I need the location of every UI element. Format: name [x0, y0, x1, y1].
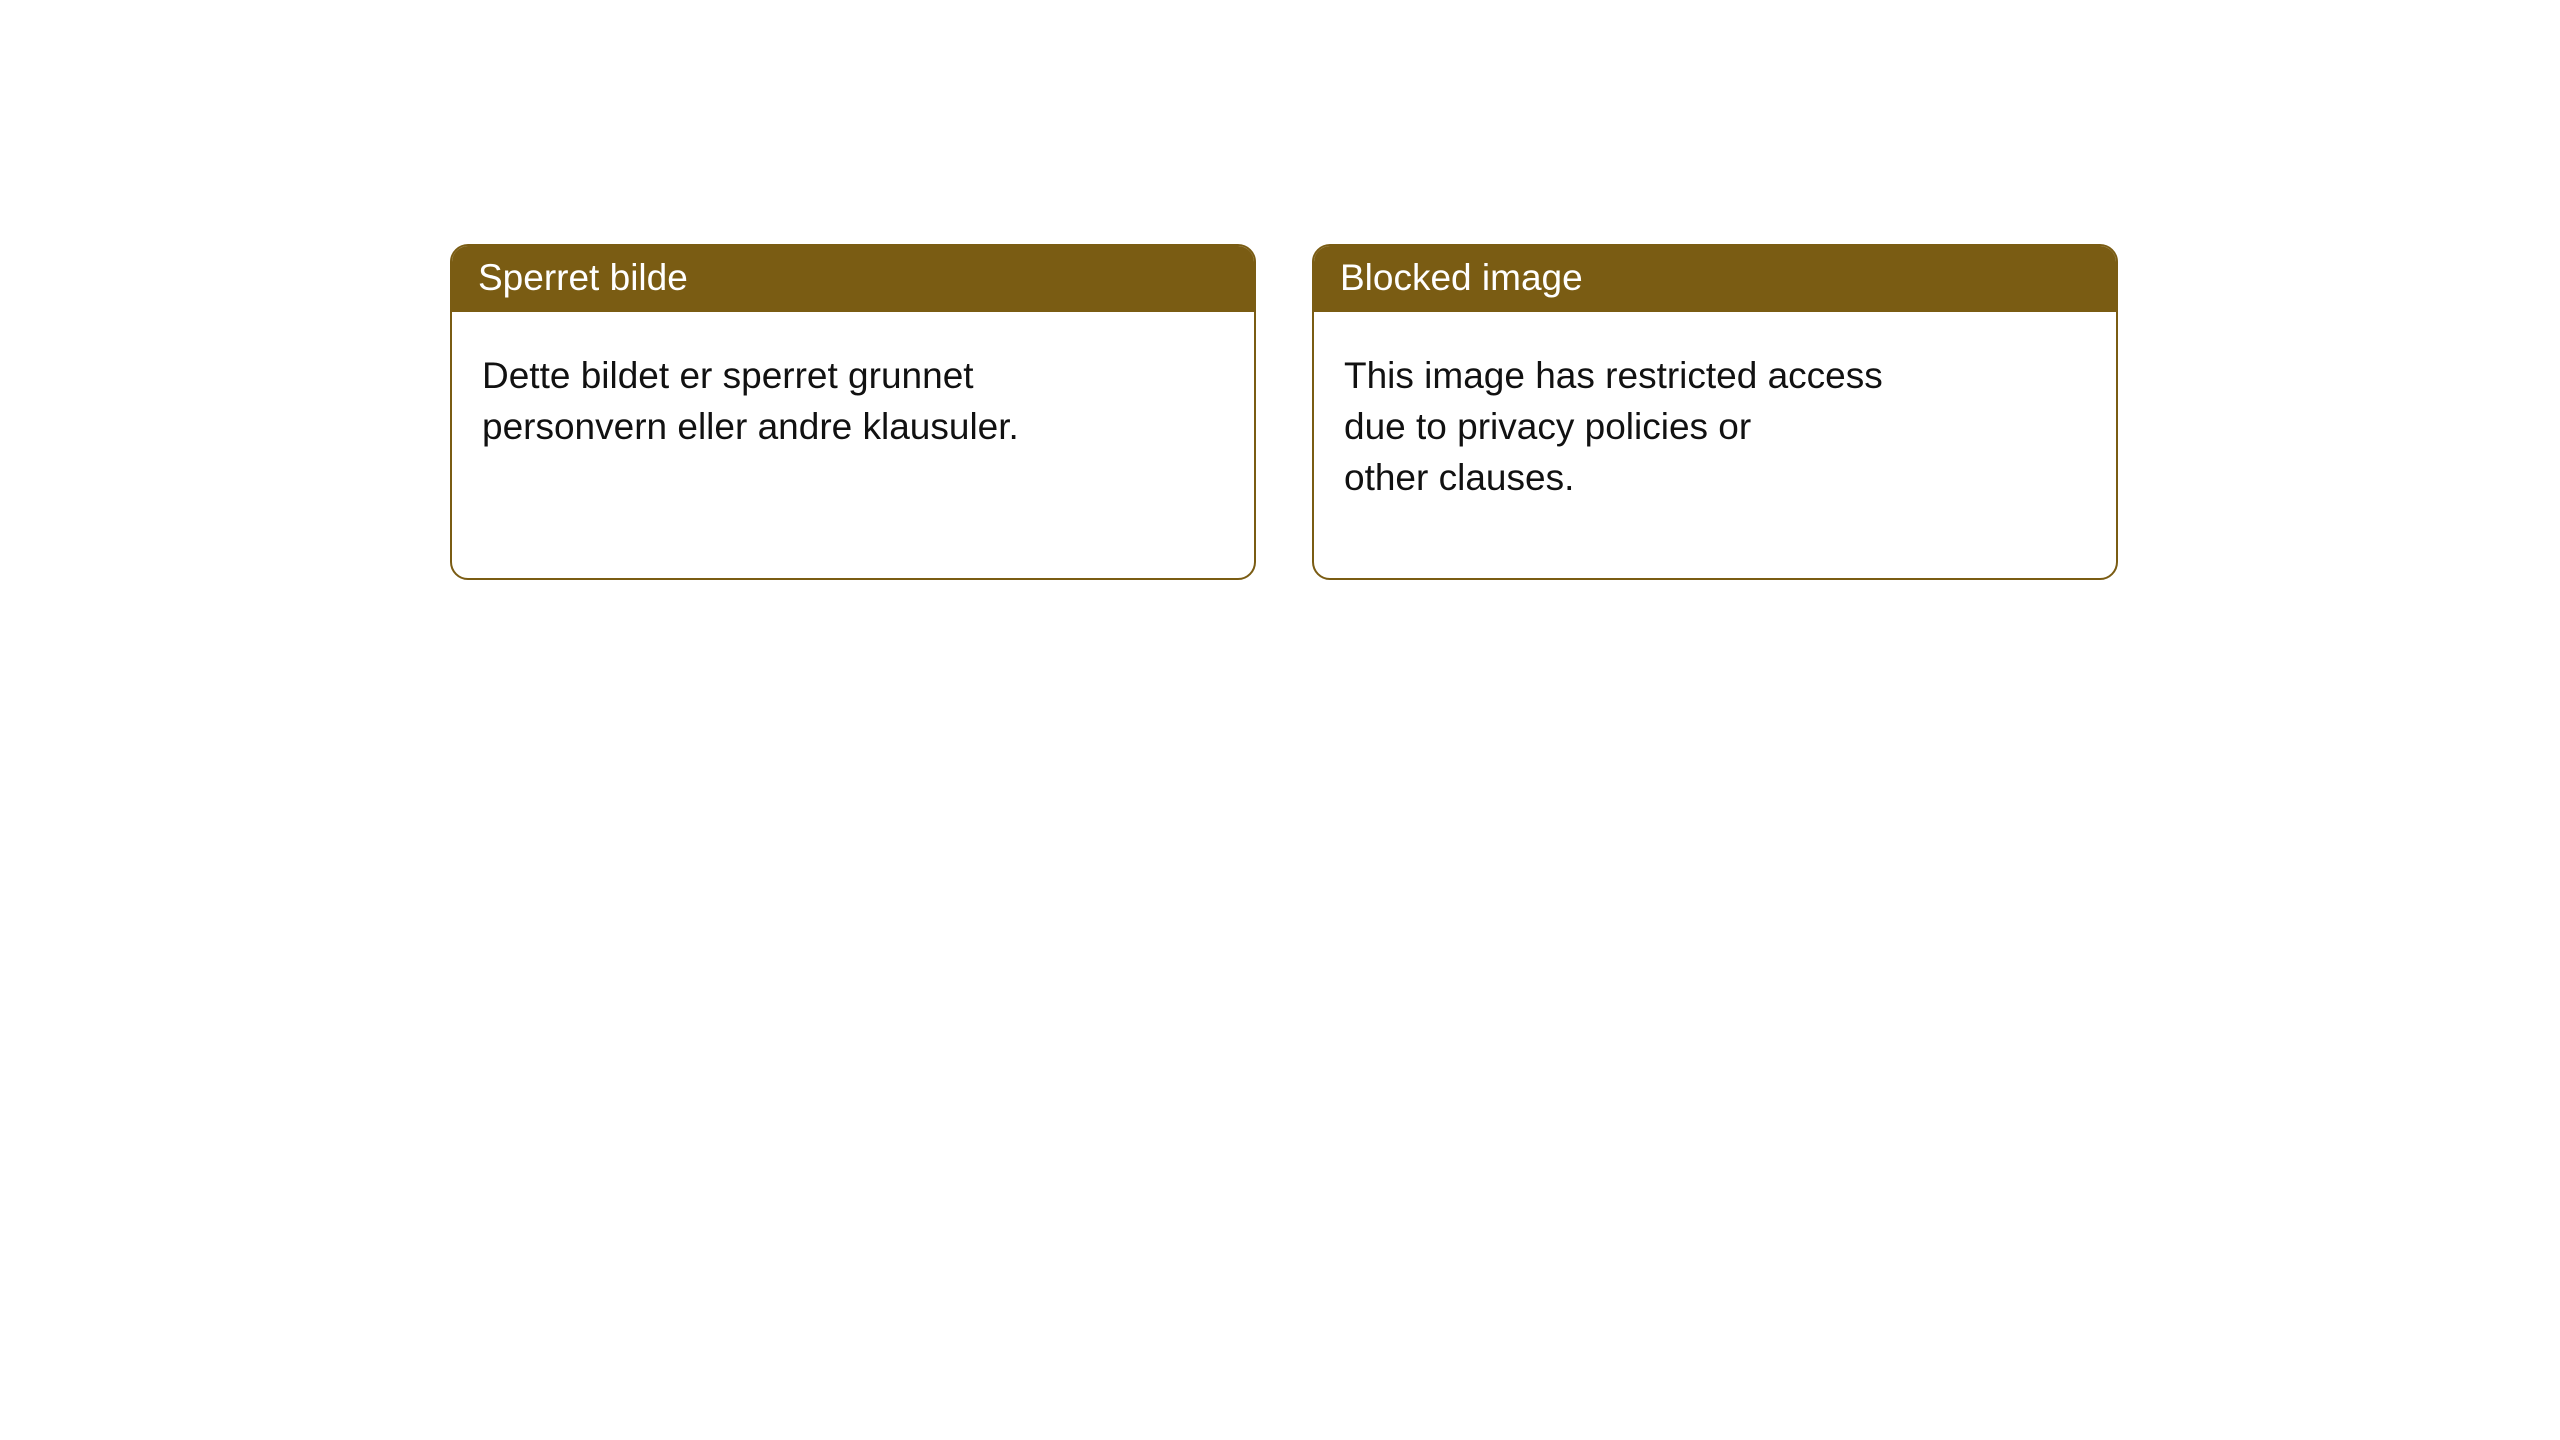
card-body: This image has restricted access due to …	[1314, 312, 2116, 523]
notice-card-norwegian: Sperret bilde Dette bildet er sperret gr…	[450, 244, 1256, 580]
card-body-text: This image has restricted access due to …	[1344, 350, 2086, 503]
notice-card-english: Blocked image This image has restricted …	[1312, 244, 2118, 580]
card-header: Sperret bilde	[452, 246, 1254, 312]
card-body: Dette bildet er sperret grunnet personve…	[452, 312, 1254, 472]
card-header-text: Blocked image	[1340, 257, 1583, 298]
notice-cards-container: Sperret bilde Dette bildet er sperret gr…	[0, 0, 2560, 580]
card-header-text: Sperret bilde	[478, 257, 688, 298]
card-body-text: Dette bildet er sperret grunnet personve…	[482, 350, 1224, 452]
card-header: Blocked image	[1314, 246, 2116, 312]
